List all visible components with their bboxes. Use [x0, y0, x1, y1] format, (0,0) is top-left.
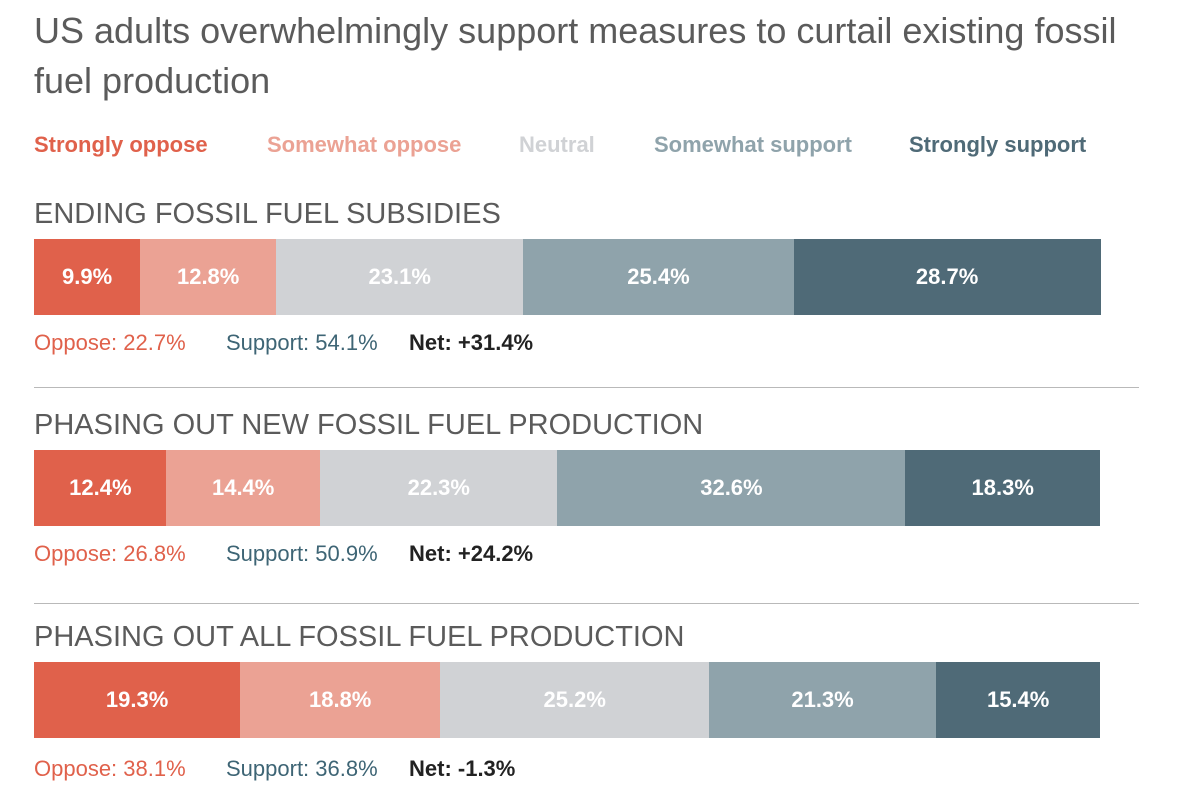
- bar-segment-neutral: 23.1%: [276, 239, 524, 315]
- support-total: Support: 54.1%: [226, 330, 378, 355]
- oppose-total: Oppose: 26.8%: [34, 541, 186, 566]
- net-total: Net: +24.2%: [409, 541, 534, 566]
- net-total: Net: -1.3%: [409, 756, 516, 781]
- bar-segment-somewhat-oppose: 12.8%: [139, 239, 277, 315]
- section-phasing-out-all: PHASING OUT ALL FOSSIL FUEL PRODUCTION 1…: [34, 617, 1101, 787]
- support-total: Support: 36.8%: [226, 756, 378, 781]
- support-total: Support: 50.9%: [226, 541, 378, 566]
- bar-value-label: 18.3%: [971, 475, 1034, 500]
- bar-segment-somewhat-support: 32.6%: [557, 450, 906, 526]
- bar-segment-neutral: 22.3%: [319, 450, 558, 526]
- bar-value-label: 25.2%: [543, 687, 606, 712]
- bar-value-label: 25.4%: [627, 264, 690, 289]
- section-title: PHASING OUT NEW FOSSIL FUEL PRODUCTION: [34, 409, 704, 441]
- bar-value-label: 21.3%: [791, 687, 854, 712]
- legend-somewhat-oppose: Somewhat oppose: [267, 132, 462, 157]
- bar-value-label: 32.6%: [700, 475, 763, 500]
- chart-title: US adults overwhelmingly support measure…: [34, 10, 1117, 101]
- legend-somewhat-support: Somewhat support: [654, 132, 853, 157]
- bar-value-label: 28.7%: [915, 264, 979, 289]
- net-total: Net: +31.4%: [409, 330, 534, 355]
- bar-segment-somewhat-support: 25.4%: [522, 239, 795, 315]
- bar-value-label: 14.4%: [211, 475, 275, 500]
- bar-segment-somewhat-support: 21.3%: [708, 662, 937, 738]
- section-phasing-out-new: PHASING OUT NEW FOSSIL FUEL PRODUCTION 1…: [34, 405, 1101, 566]
- bar-segment-somewhat-oppose: 18.8%: [239, 662, 441, 738]
- divider: [34, 603, 1139, 604]
- bar-segment-strongly-oppose: 12.4%: [34, 450, 167, 526]
- legend-neutral: Neutral: [519, 132, 595, 157]
- bar-value-label: 19.3%: [105, 687, 169, 712]
- bar-value-label: 9.9%: [61, 264, 113, 289]
- bar-segment-strongly-oppose: 19.3%: [34, 662, 241, 738]
- bar-segment-strongly-support: 15.4%: [935, 662, 1101, 738]
- bar-segment-somewhat-oppose: 14.4%: [166, 450, 321, 526]
- bar-value-label: 12.4%: [69, 475, 132, 500]
- stacked-bar: 19.3% 18.8% 25.2% 21.3% 15.4%: [34, 662, 1101, 738]
- section-title: ENDING FOSSIL FUEL SUBSIDIES: [34, 198, 501, 230]
- section-ending-subsidies: ENDING FOSSIL FUEL SUBSIDIES 9.9% 12.8% 23…: [34, 194, 1101, 355]
- bar-segment-strongly-oppose: 9.9%: [34, 239, 141, 315]
- bar-value-label: 18.8%: [308, 687, 372, 712]
- bar-value-label: 22.3%: [407, 475, 470, 500]
- bar-value-label: 15.4%: [986, 687, 1050, 712]
- bar-value-label: 23.1%: [368, 264, 431, 289]
- legend: Strongly oppose Somewhat oppose Neutral …: [0, 128, 1200, 162]
- oppose-total: Oppose: 38.1%: [34, 756, 186, 781]
- section-title: PHASING OUT ALL FOSSIL FUEL PRODUCTION: [34, 621, 685, 653]
- bar-segment-strongly-support: 18.3%: [904, 450, 1101, 526]
- stacked-bar: 9.9% 12.8% 23.1% 25.4% 28.7%: [34, 239, 1101, 315]
- divider: [34, 387, 1139, 388]
- stacked-bar: 12.4% 14.4% 22.3% 32.6% 18.3%: [34, 450, 1101, 526]
- bar-segment-strongly-support: 28.7%: [793, 239, 1101, 315]
- legend-strongly-support: Strongly support: [909, 132, 1087, 157]
- oppose-total: Oppose: 22.7%: [34, 330, 186, 355]
- bar-value-label: 12.8%: [176, 264, 240, 289]
- bar-segment-neutral: 25.2%: [440, 662, 710, 738]
- legend-strongly-oppose: Strongly oppose: [34, 132, 208, 157]
